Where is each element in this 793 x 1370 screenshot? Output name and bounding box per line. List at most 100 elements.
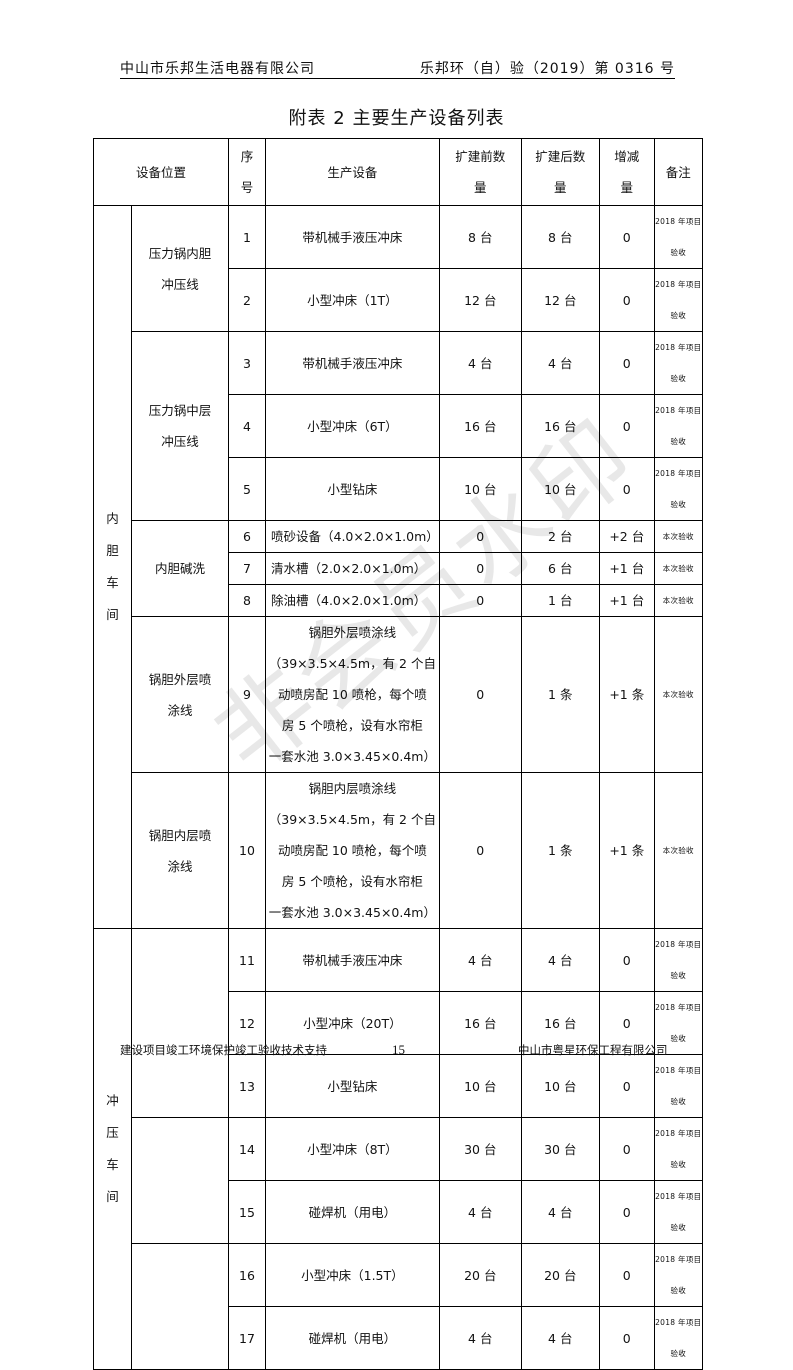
remark-cell: 2018 年项目验收 — [653, 1306, 703, 1370]
before-cell: 4 台 — [438, 928, 522, 992]
change-cell: 0 — [598, 1243, 655, 1307]
equipment-line: （39×3.5×4.5m，有 2 个自 — [268, 812, 436, 827]
after-cell: 1 台 — [520, 584, 600, 617]
equipment-line: 动喷房配 10 喷枪，每个喷 — [277, 843, 427, 858]
before-cell: 0 — [438, 520, 522, 553]
change-cell: 0 — [598, 1054, 655, 1118]
after-cell: 4 台 — [520, 1180, 600, 1244]
equipment-cell: 小型钻床 — [265, 1054, 440, 1118]
area-cell: 内胆车间 — [93, 205, 132, 929]
equipment-line: 碰焊机（用电） — [308, 1330, 397, 1346]
change-cell: +1 条 — [598, 616, 655, 773]
area-char: 内 — [106, 511, 119, 526]
equipment-line: 小型冲床（1.5T） — [301, 1267, 404, 1283]
remark-cell: 2018 年项目验收 — [653, 1180, 703, 1244]
group-name-line: 冲压线 — [161, 276, 199, 292]
before-cell: 4 台 — [438, 1306, 522, 1370]
group-cell: 锅胆内层喷 涂线 — [131, 772, 229, 929]
equipment-line: 锅胆外层喷涂线 — [308, 625, 397, 640]
equipment-line: 小型冲床（20T） — [303, 1015, 402, 1031]
equipment-line: 动喷房配 10 喷枪，每个喷 — [277, 687, 427, 702]
equipment-cell: 小型冲床（1T） — [265, 268, 440, 332]
equipment-line: 小型冲床（8T） — [307, 1141, 398, 1157]
col-after-line: 扩建后数 — [535, 149, 586, 164]
seq-cell: 3 — [228, 331, 266, 395]
area-char: 冲 — [106, 1093, 119, 1108]
area-char: 车 — [106, 1157, 119, 1172]
col-after: 扩建后数量 — [520, 138, 600, 206]
after-cell: 1 条 — [520, 616, 600, 773]
seq-cell: 11 — [228, 928, 266, 992]
after-cell: 16 台 — [520, 394, 600, 458]
before-cell: 0 — [438, 772, 522, 929]
before-cell: 16 台 — [438, 991, 522, 1055]
change-cell: +2 台 — [598, 520, 655, 553]
equipment-line: 小型冲床（1T） — [307, 292, 398, 308]
group-name-line: 压力锅内胆 — [148, 245, 212, 261]
col-equipment: 生产设备 — [265, 138, 440, 206]
col-remark: 备注 — [653, 138, 703, 206]
table-row: 锅胆外层喷 涂线 9 锅胆外层喷涂线 （39×3.5×4.5m，有 2 个自 动喷房配 1… — [94, 616, 703, 773]
equipment-line: 带机械手液压冲床 — [302, 952, 403, 968]
col-change: 增减量 — [598, 138, 655, 206]
seq-cell: 13 — [228, 1054, 266, 1118]
group-name-line: 锅胆外层喷 — [148, 671, 212, 687]
change-cell: 0 — [598, 457, 655, 521]
group-cell — [131, 1117, 229, 1244]
change-cell: 0 — [598, 1117, 655, 1181]
remark-cell: 本次验收 — [653, 520, 703, 553]
seq-cell: 14 — [228, 1117, 266, 1181]
after-cell: 16 台 — [520, 991, 600, 1055]
equipment-line: 清水槽（2.0×2.0×1.0m） — [271, 561, 427, 576]
equipment-cell: 小型冲床（1.5T） — [265, 1243, 440, 1307]
page-number: 15 — [392, 1042, 405, 1057]
table-row: 2 小型冲床（1T） 12 台 12 台 0 2018 年项目验收 — [94, 268, 703, 332]
equipment-line: 房 5 个喷枪，设有水帘柜 — [281, 874, 423, 889]
group-name-line: 锅胆内层喷 — [148, 827, 212, 843]
footer-left: 建设项目竣工环境保护竣工验收技术支持 — [120, 1043, 327, 1057]
remark-cell: 2018 年项目验收 — [653, 1117, 703, 1181]
col-location: 设备位置 — [93, 138, 229, 206]
equipment-cell: 小型冲床（8T） — [265, 1117, 440, 1181]
before-cell: 4 台 — [438, 1180, 522, 1244]
before-cell: 12 台 — [438, 268, 522, 332]
seq-cell: 17 — [228, 1306, 266, 1370]
remark-cell: 本次验收 — [653, 552, 703, 585]
equipment-cell: 清水槽（2.0×2.0×1.0m） — [265, 552, 440, 585]
seq-cell: 12 — [228, 991, 266, 1055]
area-char: 胆 — [106, 543, 119, 558]
seq-cell: 4 — [228, 394, 266, 458]
seq-cell: 16 — [228, 1243, 266, 1307]
remark-cell: 2018 年项目验收 — [653, 205, 703, 269]
table-row: 锅胆内层喷 涂线 10 锅胆内层喷涂线 （39×3.5×4.5m，有 2 个自 动喷房配 … — [94, 772, 703, 929]
before-cell: 30 台 — [438, 1117, 522, 1181]
before-cell: 0 — [438, 616, 522, 773]
equipment-cell: 除油槽（4.0×2.0×1.0m） — [265, 584, 440, 617]
header-company: 中山市乐邦生活电器有限公司 — [120, 61, 315, 77]
remark-cell: 2018 年项目验收 — [653, 457, 703, 521]
footer-right: 中山市粤星环保工程有限公司 — [518, 1043, 668, 1057]
equipment-cell: 锅胆内层喷涂线 （39×3.5×4.5m，有 2 个自 动喷房配 10 喷枪，每个喷… — [265, 772, 440, 929]
equipment-line: 小型钻床 — [327, 1078, 378, 1094]
remark-cell: 本次验收 — [653, 616, 703, 773]
equipment-line: 锅胆内层喷涂线 — [308, 781, 397, 796]
equipment-line: 带机械手液压冲床 — [302, 355, 403, 371]
seq-cell: 2 — [228, 268, 266, 332]
page-header: 中山市乐邦生活电器有限公司 乐邦环（自）验（2019）第 0316 号 — [120, 58, 675, 79]
equipment-line: （39×3.5×4.5m，有 2 个自 — [268, 656, 436, 671]
table-row: 16 小型冲床（1.5T） 20 台 20 台 0 2018 年项目验收 — [94, 1243, 703, 1370]
area-char: 车 — [106, 575, 119, 590]
equipment-cell: 带机械手液压冲床 — [265, 331, 440, 395]
group-cell — [131, 928, 229, 1118]
change-cell: 0 — [598, 928, 655, 992]
equipment-cell: 带机械手液压冲床 — [265, 928, 440, 992]
equipment-cell: 锅胆外层喷涂线 （39×3.5×4.5m，有 2 个自 动喷房配 10 喷枪，每个喷… — [265, 616, 440, 773]
equipment-line: 碰焊机（用电） — [308, 1204, 397, 1220]
before-cell: 0 — [438, 552, 522, 585]
equipment-cell: 小型钻床 — [265, 457, 440, 521]
change-cell: 0 — [598, 1306, 655, 1370]
remark-cell: 本次验收 — [653, 772, 703, 929]
group-name-line: 内胆碱洗 — [154, 561, 205, 576]
